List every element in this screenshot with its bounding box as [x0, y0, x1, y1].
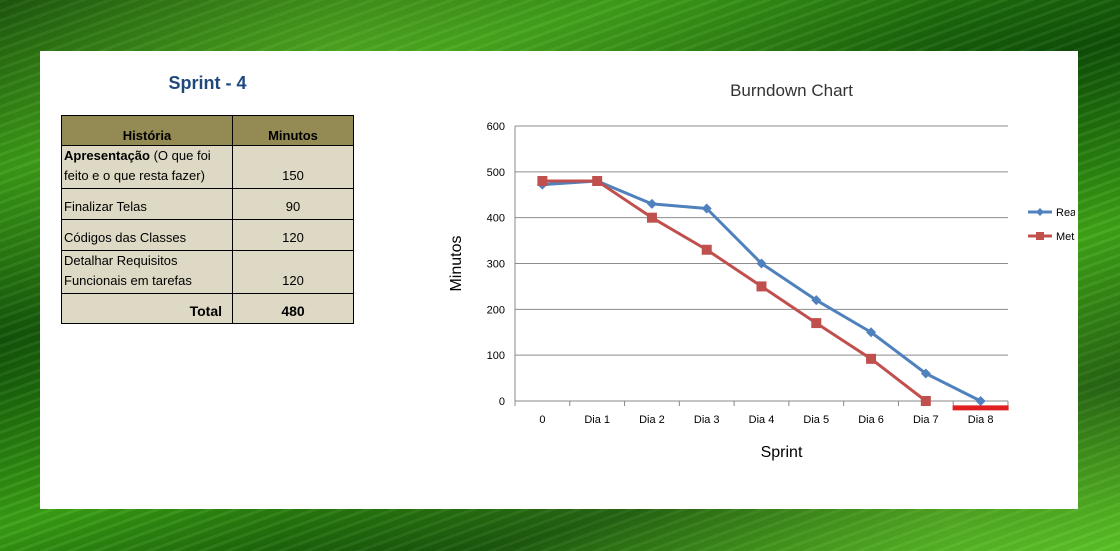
- y-tick-label: 500: [487, 167, 505, 179]
- x-tick-label: 0: [539, 414, 545, 426]
- y-tick-label: 100: [487, 350, 505, 362]
- row-story-text: Detalhar Requisitos Funcionais em tarefa…: [64, 253, 192, 288]
- burndown-chart: Burndown Chart 0 100 200 300 400 500 600 0 Dia 1 D…: [448, 81, 1075, 461]
- history-table: História Minutos Apresentação (O que foi…: [61, 115, 354, 324]
- total-label: Total: [61, 293, 233, 324]
- table-row: Apresentação (O que foi feito e o que re…: [61, 145, 354, 189]
- row-story: Finalizar Telas: [61, 188, 233, 220]
- slide-panel: Sprint - 4 História Minutos Apresentação…: [40, 51, 1078, 509]
- x-tick-label: Dia 2: [639, 414, 665, 426]
- data-point-real: [701, 203, 712, 214]
- row-story-text: Códigos das Classes: [64, 230, 187, 245]
- y-tick-label: 0: [499, 396, 505, 408]
- x-tick-label: Dia 1: [584, 414, 610, 426]
- data-point-meta: [537, 176, 548, 186]
- sprint-title: Sprint - 4: [168, 73, 247, 93]
- row-minutes: 90: [232, 188, 354, 220]
- y-tick-label: 300: [487, 259, 505, 271]
- table-row: Detalhar Requisitos Funcionais em tarefa…: [61, 250, 354, 294]
- table-row: Finalizar Telas 90: [61, 188, 354, 220]
- row-minutes: 150: [232, 145, 354, 189]
- legend-label-real: Real: [1056, 207, 1075, 219]
- x-tick-label: Dia 6: [858, 414, 884, 426]
- x-tick-label: Dia 3: [694, 414, 720, 426]
- data-point-real: [811, 295, 822, 306]
- x-tick-label: Dia 7: [913, 414, 939, 426]
- total-value: 480: [232, 293, 354, 324]
- data-point-meta: [920, 396, 931, 406]
- row-minutes: 120: [232, 250, 354, 294]
- chart-title: Burndown Chart: [730, 81, 853, 100]
- row-story-bold: Apresentação: [64, 148, 150, 163]
- data-point-meta: [701, 244, 712, 255]
- legend-marker-meta: [1036, 232, 1044, 240]
- table-row: Códigos das Classes 120: [61, 219, 354, 251]
- data-point-real: [975, 396, 986, 406]
- row-story-text: Finalizar Telas: [64, 199, 147, 214]
- table-header-row: História Minutos: [61, 115, 354, 146]
- series-line-meta: [542, 179, 927, 403]
- data-point-real: [756, 258, 767, 269]
- row-minutes: 120: [232, 219, 354, 251]
- x-axis-label: Sprint: [761, 444, 803, 461]
- row-story: Códigos das Classes: [61, 219, 233, 251]
- data-point-meta: [866, 353, 877, 364]
- x-tick-label: Dia 5: [803, 414, 829, 426]
- data-point-real: [920, 368, 931, 379]
- x-tick-label: Dia 4: [749, 414, 775, 426]
- row-story-text: (O que foi feito e o que resta fazer): [64, 148, 211, 183]
- data-point-real: [646, 198, 657, 209]
- data-point-meta: [646, 212, 657, 223]
- row-story: Detalhar Requisitos Funcionais em tarefa…: [61, 250, 233, 294]
- table-total-row: Total 480: [61, 293, 354, 324]
- y-tick-label: 600: [487, 121, 505, 133]
- header-minutos: Minutos: [232, 115, 354, 146]
- y-tick-label: 400: [487, 213, 505, 225]
- row-story: Apresentação (O que foi feito e o que re…: [61, 145, 233, 189]
- data-point-meta: [592, 176, 603, 186]
- legend-label-meta: Meta: [1056, 231, 1075, 243]
- y-tick-label: 200: [487, 304, 505, 316]
- header-historia: História: [61, 115, 233, 146]
- x-tick-label: Dia 8: [968, 414, 994, 426]
- data-point-meta: [756, 281, 767, 292]
- data-point-meta: [811, 318, 822, 329]
- y-axis-label: Minutos: [448, 235, 465, 291]
- data-point-real: [866, 327, 877, 338]
- legend-marker-real: [1036, 208, 1044, 216]
